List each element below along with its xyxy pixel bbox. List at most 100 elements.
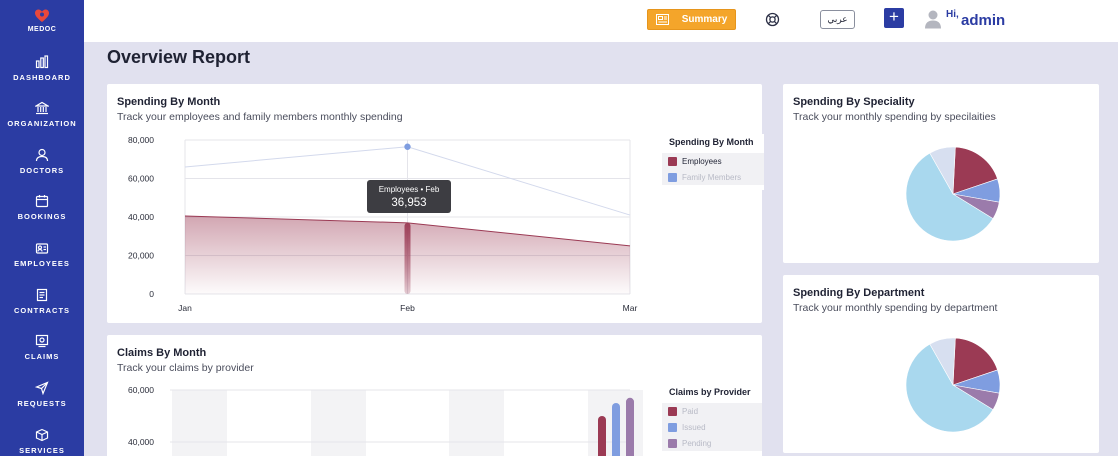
- legend-swatch: [668, 156, 677, 166]
- y-tick-label: 60,000: [128, 174, 154, 184]
- support-button[interactable]: [765, 12, 780, 32]
- spending-by-department-card: Spending By Department Track your monthl…: [783, 275, 1099, 453]
- y-tick-label: 20,000: [128, 251, 154, 261]
- y-tick-label: 40,000: [128, 437, 154, 447]
- add-button[interactable]: +: [884, 8, 904, 28]
- spending-by-month-chart: 80,000 60,000 40,000 20,000 0 Jan Feb Mar: [128, 135, 638, 313]
- user-avatar-icon: [925, 10, 941, 29]
- legend-item-paid[interactable]: Paid: [662, 403, 762, 419]
- user-icon: [35, 148, 49, 162]
- summary-report-icon: [655, 14, 669, 25]
- sidebar-item-label: SERVICES: [19, 446, 65, 455]
- maroon-slice: [952, 146, 998, 195]
- sidebar-item-dashboard[interactable]: DASHBOARD: [0, 55, 84, 82]
- claims-by-month-chart: 60,000 40,000: [128, 385, 643, 456]
- heart-logo-icon: [35, 9, 49, 22]
- sidebar-item-services[interactable]: SERVICES: [0, 428, 84, 455]
- legend-label: Pending: [682, 438, 712, 448]
- summary-label: Summary: [681, 14, 728, 25]
- avatar[interactable]: [924, 9, 942, 34]
- card-subtitle: Track your claims by provider: [117, 362, 254, 374]
- card-title: Claims By Month: [117, 347, 207, 359]
- document-icon: [36, 288, 48, 302]
- issued-bar: [612, 403, 620, 456]
- sidebar-item-label: DOCTORS: [19, 166, 65, 175]
- legend-item-employees[interactable]: Employees: [662, 153, 764, 169]
- sidebar-item-bookings[interactable]: BOOKINGS: [0, 194, 84, 221]
- x-tick-label: Jan: [178, 303, 192, 313]
- legend-swatch: [668, 438, 677, 448]
- paid-bar: [598, 416, 606, 456]
- language-toggle-button[interactable]: عربي: [820, 10, 855, 29]
- page-title: Overview Report: [107, 47, 251, 67]
- brand-logo[interactable]: MEDOC: [0, 8, 84, 33]
- sidebar-item-doctors[interactable]: DOCTORS: [0, 148, 84, 175]
- legend-title: Spending By Month: [669, 137, 754, 147]
- summary-button[interactable]: Summary: [647, 9, 736, 30]
- legend-label: Family Members: [682, 172, 742, 182]
- sidebar-item-requests[interactable]: REQUESTS: [0, 381, 84, 408]
- spending-by-speciality-card: Spending By Speciality Track your monthl…: [783, 84, 1099, 263]
- legend-swatch: [668, 172, 677, 182]
- legend-title: Claims by Provider: [669, 387, 751, 397]
- sidebar-item-organization[interactable]: ORGANIZATION: [0, 101, 84, 128]
- lifebuoy-icon: [765, 12, 780, 27]
- id-card-icon: [35, 243, 49, 254]
- greeting-text: Hi,: [946, 9, 959, 20]
- sidebar-item-label: CONTRACTS: [13, 306, 71, 315]
- light-blue-slice: [905, 343, 994, 433]
- legend-swatch: [668, 406, 677, 416]
- tooltip-label: Employees • Feb: [378, 185, 440, 194]
- tooltip-value: 36,953: [391, 197, 427, 209]
- card-title: Spending By Month: [117, 96, 221, 108]
- username[interactable]: admin: [961, 12, 1006, 29]
- y-tick-label: 0: [149, 289, 154, 299]
- x-tick-label: Mar: [623, 303, 638, 313]
- legend-item-issued[interactable]: Issued: [662, 419, 762, 435]
- brand-name: MEDOC: [27, 26, 57, 33]
- column-band: [311, 390, 366, 456]
- card-title: Spending By Department: [793, 287, 925, 299]
- legend-swatch: [668, 422, 677, 432]
- receipt-icon: [35, 334, 49, 348]
- sidebar-item-label: CLAIMS: [24, 352, 60, 361]
- bank-icon: [35, 101, 49, 115]
- card-title: Spending By Speciality: [793, 96, 915, 108]
- claims-by-month-card: Claims By Month Track your claims by pro…: [107, 335, 762, 456]
- card-subtitle: Track your employees and family members …: [117, 111, 403, 123]
- legend-item-family-members[interactable]: Family Members: [662, 169, 764, 185]
- sidebar-item-label: REQUESTS: [17, 399, 67, 408]
- sidebar-item-label: BOOKINGS: [17, 212, 67, 221]
- sidebar: MEDOC DASHBOARD ORGANIZATION DOCTORS BOO…: [0, 0, 84, 456]
- send-icon: [35, 381, 49, 395]
- sidebar-item-contracts[interactable]: CONTRACTS: [0, 288, 84, 315]
- legend-item-pending[interactable]: Pending: [662, 435, 762, 451]
- chart-tooltip: Employees • Feb 36,953: [367, 180, 451, 213]
- chart-legend: Claims by Provider Paid Issued Pending: [662, 385, 762, 455]
- department-pie-chart: [905, 337, 1001, 433]
- legend-label: Paid: [682, 406, 699, 416]
- calendar-icon: [35, 195, 49, 208]
- sidebar-item-label: EMPLOYEES: [14, 259, 70, 268]
- bar-chart-icon: [35, 55, 49, 69]
- sidebar-item-label: ORGANIZATION: [7, 119, 77, 128]
- sidebar-item-claims[interactable]: CLAIMS: [0, 334, 84, 361]
- employees-hover-bar: [404, 222, 411, 294]
- card-subtitle: Track your monthly spending by departmen…: [793, 302, 998, 314]
- top-bar: Summary عربي + Hi, admin: [84, 0, 1118, 42]
- legend-label: Issued: [682, 422, 706, 432]
- y-tick-label: 60,000: [128, 385, 154, 395]
- card-subtitle: Track your monthly spending by specilait…: [793, 111, 996, 123]
- sidebar-item-employees[interactable]: EMPLOYEES: [0, 241, 84, 268]
- column-band: [449, 390, 504, 456]
- sidebar-item-label: DASHBOARD: [13, 73, 71, 82]
- column-band: [172, 390, 227, 456]
- y-tick-label: 40,000: [128, 212, 154, 222]
- spending-by-month-card: Spending By Month Track your employees a…: [107, 84, 764, 323]
- chart-legend: Spending By Month Employees Family Membe…: [662, 134, 764, 190]
- y-tick-label: 80,000: [128, 135, 154, 145]
- maroon-slice: [952, 337, 998, 386]
- legend-label: Employees: [682, 156, 722, 166]
- family-members-point: [404, 143, 411, 150]
- x-tick-label: Feb: [400, 303, 415, 313]
